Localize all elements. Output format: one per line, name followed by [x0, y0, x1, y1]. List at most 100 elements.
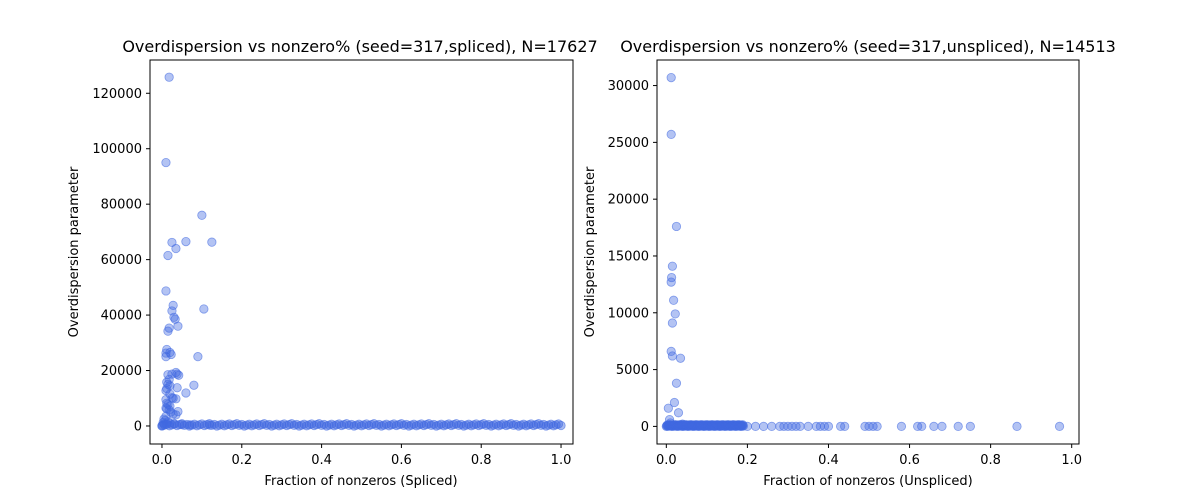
- data-point-spliced: [189, 380, 199, 390]
- data-point-dense-spliced: [326, 419, 337, 429]
- data-point-unspliced: [795, 421, 805, 431]
- data-point-spliced: [158, 420, 168, 430]
- data-point-unspliced: [759, 421, 769, 431]
- data-point-dense-spliced: [436, 419, 446, 429]
- data-point-dense-spliced: [264, 419, 274, 430]
- data-point-dense-spliced: [232, 419, 242, 429]
- data-point-dense-spliced: [429, 419, 439, 430]
- data-point-spliced: [185, 420, 195, 430]
- data-point-dense-spliced: [484, 419, 494, 430]
- data-point-dense-spliced: [334, 419, 344, 429]
- data-point-dense-spliced: [409, 419, 419, 429]
- plot-area-spliced: [157, 72, 566, 431]
- data-point-unspliced: [663, 403, 673, 413]
- data-point-spliced: [174, 370, 184, 380]
- data-point-dense-spliced: [279, 419, 289, 429]
- panel-unspliced: Overdispersion vs nonzero% (seed=317,uns…: [583, 37, 1116, 489]
- data-point-dense-spliced: [396, 419, 407, 429]
- data-point-spliced: [177, 419, 187, 430]
- data-point-spliced: [199, 304, 209, 314]
- data-point-dense-spliced: [381, 419, 392, 429]
- x-tick-label-unspliced: 0.0: [656, 453, 677, 468]
- data-point-unspliced: [667, 351, 678, 361]
- data-point-spliced: [164, 72, 174, 82]
- x-axis-label-unspliced: Fraction of nonzeros (Unspliced): [763, 474, 972, 489]
- data-point-dense-spliced: [499, 419, 509, 429]
- data-point-dense-spliced: [299, 419, 309, 429]
- data-point-spliced: [163, 250, 173, 261]
- data-point-spliced: [193, 352, 203, 362]
- y-tick-label-unspliced: 25000: [608, 136, 649, 151]
- x-tick-label-unspliced: 1.0: [1061, 453, 1082, 468]
- data-point-unspliced: [666, 129, 676, 140]
- data-point-dense-spliced: [244, 419, 254, 429]
- data-point-unspliced: [686, 420, 696, 430]
- data-point-spliced: [170, 314, 180, 324]
- data-point-dense-spliced: [354, 419, 364, 429]
- data-point-unspliced: [937, 421, 947, 431]
- data-point-dense-spliced: [272, 419, 282, 429]
- data-point-spliced: [172, 383, 182, 393]
- data-point-spliced: [172, 369, 182, 379]
- data-point-dense-spliced: [511, 419, 521, 430]
- data-point-unspliced: [1012, 421, 1022, 431]
- x-tick-label-unspliced: 0.6: [899, 453, 920, 468]
- data-point-spliced: [171, 410, 181, 420]
- data-point-dense-spliced: [319, 419, 329, 430]
- data-point-dense-spliced: [519, 419, 529, 429]
- y-tick-label-unspliced: 30000: [608, 79, 649, 94]
- data-point-dense-spliced: [182, 419, 192, 430]
- data-point-unspliced: [896, 421, 907, 431]
- data-point-dense-spliced: [287, 419, 297, 429]
- y-tick-label-unspliced: 10000: [608, 306, 649, 321]
- x-tick-label-spliced: 1.0: [551, 453, 572, 468]
- data-point-dense-spliced: [456, 419, 466, 430]
- x-tick-label-spliced: 0.2: [231, 453, 252, 468]
- data-point-spliced: [181, 237, 191, 247]
- data-point-dense-spliced: [259, 419, 269, 429]
- data-point-dense-spliced: [217, 419, 227, 429]
- data-point-dense-spliced: [556, 420, 566, 431]
- data-point-dense-spliced: [346, 419, 357, 430]
- data-point-dense-spliced: [491, 419, 501, 429]
- data-point-unspliced: [670, 309, 680, 319]
- x-tick-label-spliced: 0.8: [471, 453, 492, 468]
- data-point-unspliced: [666, 277, 676, 287]
- y-axis-label-unspliced: Overdispersion parameter: [583, 166, 598, 337]
- data-point-unspliced: [671, 378, 682, 388]
- plot-area-unspliced: [661, 73, 1065, 431]
- data-point-unspliced: [667, 318, 678, 328]
- data-point-unspliced: [767, 421, 777, 431]
- data-point-spliced: [181, 388, 191, 398]
- data-point-unspliced: [750, 421, 761, 431]
- data-point-dense-spliced: [252, 419, 262, 429]
- data-point-dense-spliced: [401, 419, 411, 430]
- y-tick-label-spliced: 40000: [101, 309, 142, 324]
- y-tick-label-spliced: 60000: [101, 253, 142, 268]
- x-tick-label-unspliced: 0.2: [737, 453, 758, 468]
- data-point-dense-spliced: [369, 419, 379, 429]
- data-point-unspliced: [677, 419, 688, 429]
- data-point-spliced: [197, 210, 207, 220]
- data-point-unspliced: [917, 421, 927, 431]
- axes-frame-unspliced: [656, 59, 1080, 445]
- data-point-dense-spliced: [479, 419, 489, 429]
- data-point-dense-spliced: [471, 419, 481, 429]
- x-axis-label-spliced: Fraction of nonzeros (Spliced): [264, 474, 457, 489]
- x-tick-label-spliced: 0.6: [391, 453, 412, 468]
- x-tick-label-unspliced: 0.4: [818, 453, 839, 468]
- data-point-dense-spliced: [224, 419, 234, 429]
- y-tick-label-unspliced: 15000: [608, 249, 649, 264]
- data-point-unspliced: [1054, 421, 1065, 431]
- data-point-dense-spliced: [307, 419, 317, 429]
- data-point-dense-spliced: [464, 419, 474, 429]
- axes-frame-spliced: [149, 59, 574, 445]
- data-point-spliced: [163, 326, 173, 336]
- data-point-unspliced: [823, 421, 834, 431]
- data-point-dense-spliced: [416, 419, 426, 429]
- ticks-unspliced: 0.0 0.2 0.4 0.6 0.8 1.0 0 5000 10000 15000 20000 25…: [608, 79, 1082, 468]
- data-point-unspliced: [965, 421, 975, 431]
- data-point-unspliced: [872, 421, 882, 431]
- y-axis-label-spliced: Overdispersion parameter: [67, 166, 82, 337]
